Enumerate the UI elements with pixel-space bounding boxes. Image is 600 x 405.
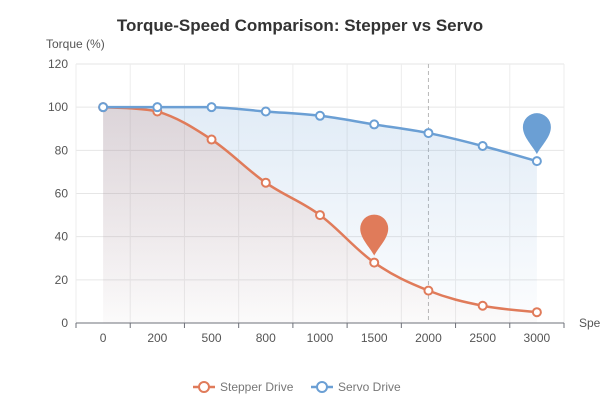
y-axis-label: Torque (%) [46, 37, 105, 51]
x-tick-label: 1500 [361, 331, 388, 345]
data-point [477, 141, 488, 152]
x-tick-label: 3000 [524, 331, 551, 345]
chart-title: Torque-Speed Comparison: Stepper vs Serv… [117, 16, 483, 35]
axes: 0 20 40 60 80 100 120 0 200 500 800 1000 1500 2000 250… [48, 57, 565, 345]
x-axis-label: Spe [579, 316, 600, 330]
y-tick-label: 20 [55, 273, 69, 287]
data-point [315, 210, 325, 221]
legend[interactable]: Stepper Drive Servo Drive [193, 380, 401, 394]
data-points [98, 102, 542, 318]
data-point [531, 156, 542, 167]
data-point [206, 134, 217, 145]
legend-symbol [198, 381, 210, 393]
x-tick-label: 800 [256, 331, 276, 345]
y-tick-label: 120 [48, 57, 68, 71]
data-point [260, 177, 271, 188]
data-point [206, 102, 217, 113]
map-pin-icon [522, 113, 551, 155]
x-tick-label: 2500 [469, 331, 496, 345]
x-tick-label: 1000 [307, 331, 334, 345]
data-point [98, 102, 109, 113]
x-tick-label: 500 [202, 331, 222, 345]
x-tick-label: 0 [100, 331, 107, 345]
data-point [315, 110, 325, 121]
y-tick-label: 60 [55, 187, 69, 201]
data-point [531, 307, 542, 318]
marker-pins [360, 113, 551, 256]
x-tick-label: 200 [147, 331, 167, 345]
legend-label: Servo Drive [338, 380, 401, 394]
legend-label: Stepper Drive [220, 380, 294, 394]
data-point [477, 300, 488, 311]
legend-symbol [316, 381, 328, 393]
map-pin-icon [360, 214, 389, 256]
data-point [260, 106, 271, 117]
y-tick-label: 40 [55, 230, 69, 244]
x-tick-label: 2000 [415, 331, 442, 345]
y-tick-label: 0 [61, 316, 68, 330]
data-point [369, 119, 380, 130]
data-point [152, 102, 163, 113]
data-point [423, 285, 434, 296]
legend-item[interactable]: Stepper Drive [193, 380, 294, 394]
data-point [369, 257, 380, 268]
data-point [423, 128, 434, 139]
y-tick-label: 80 [55, 143, 69, 157]
legend-item[interactable]: Servo Drive [311, 380, 401, 394]
y-tick-label: 100 [48, 100, 68, 114]
